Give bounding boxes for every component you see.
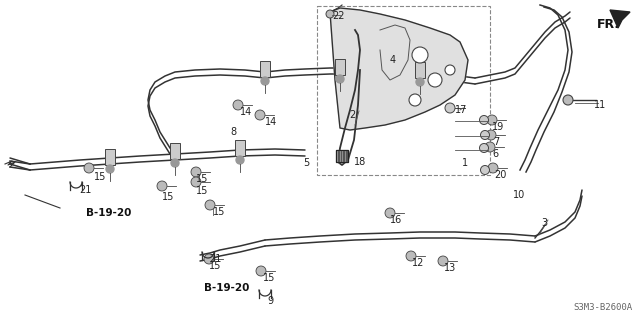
Text: 7: 7 [493,137,499,147]
Circle shape [485,142,495,152]
Circle shape [171,159,179,167]
Text: 18: 18 [354,157,366,167]
Text: 10: 10 [513,190,525,200]
Text: 16: 16 [390,215,403,225]
Text: 13: 13 [444,263,456,273]
Text: 8: 8 [230,127,236,137]
Circle shape [205,200,215,210]
Text: 3: 3 [541,218,547,228]
Text: 12: 12 [412,258,424,268]
Circle shape [236,156,244,164]
Text: 15: 15 [209,261,221,271]
Text: 15: 15 [213,207,225,217]
Bar [260,61,270,77]
Circle shape [412,47,428,63]
Text: 5: 5 [303,158,309,168]
Circle shape [486,130,496,140]
Text: 19: 19 [492,122,504,132]
Text: 1: 1 [462,158,468,168]
Text: 17: 17 [455,105,467,115]
Text: S3M3-B2600A: S3M3-B2600A [573,303,632,312]
Polygon shape [336,150,348,162]
Text: B-19-20: B-19-20 [86,208,131,218]
Text: 15: 15 [94,172,106,182]
Circle shape [488,163,498,173]
Circle shape [481,166,490,174]
Text: 2: 2 [349,110,355,120]
Circle shape [261,77,269,85]
Circle shape [428,73,442,87]
Text: 6: 6 [492,149,498,159]
Text: 11: 11 [594,100,606,110]
Circle shape [256,266,266,276]
Circle shape [326,10,334,18]
Circle shape [487,115,497,125]
Circle shape [479,144,488,152]
Circle shape [84,163,94,173]
Polygon shape [610,10,630,28]
Circle shape [385,208,395,218]
Bar [170,143,180,159]
Circle shape [445,65,455,75]
Circle shape [563,95,573,105]
Circle shape [204,254,214,264]
Text: 4: 4 [390,55,396,65]
Circle shape [157,181,167,191]
Circle shape [336,75,344,83]
Circle shape [479,115,488,124]
Circle shape [406,251,416,261]
Circle shape [191,177,201,187]
Text: 20: 20 [494,170,506,180]
Text: 9: 9 [267,296,273,306]
Text: 15: 15 [196,186,209,196]
Text: B-19-20: B-19-20 [204,283,250,293]
Bar [105,149,115,165]
Circle shape [438,256,448,266]
Circle shape [233,100,243,110]
Circle shape [416,78,424,86]
Bar [335,59,345,75]
Bar [235,140,245,156]
Bar [317,6,490,175]
Polygon shape [330,8,468,130]
Text: 14: 14 [265,117,277,127]
Text: 21: 21 [209,254,221,264]
Circle shape [481,130,490,139]
Text: 15: 15 [196,174,209,184]
Text: 21: 21 [79,185,92,195]
Bar [415,62,425,78]
Text: 22: 22 [332,11,344,21]
Text: FR.: FR. [597,18,620,31]
Circle shape [409,94,421,106]
Circle shape [445,103,455,113]
Text: 15: 15 [162,192,174,202]
Text: 15: 15 [263,273,275,283]
Circle shape [255,110,265,120]
Circle shape [106,165,114,173]
Text: 14: 14 [240,107,252,117]
Circle shape [191,167,201,177]
